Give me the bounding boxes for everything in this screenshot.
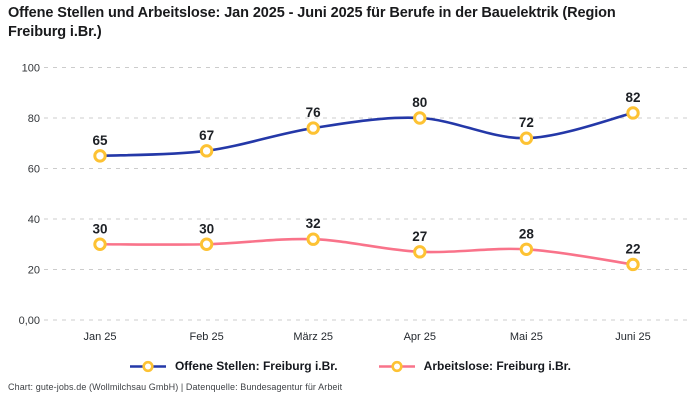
y-tick-label: 60 — [28, 164, 40, 176]
data-point-marker — [306, 232, 320, 246]
series-line-0 — [98, 111, 635, 158]
x-tick-label: Juni 25 — [615, 331, 650, 343]
data-point-label: 27 — [412, 229, 427, 244]
data-point-marker — [93, 237, 107, 251]
legend-swatch-icon — [129, 360, 166, 372]
legend-marker — [391, 360, 403, 372]
data-point-marker — [413, 245, 427, 259]
data-point-label: 28 — [519, 226, 535, 241]
data-point-label: 72 — [519, 115, 534, 130]
y-tick-label: 0,00 — [19, 315, 40, 327]
data-point-label: 80 — [412, 95, 427, 110]
data-point-marker — [199, 237, 214, 251]
legend-item-0[interactable]: Offene Stellen: Freiburg i.Br. — [129, 359, 338, 373]
data-point-label: 22 — [625, 241, 640, 256]
data-point-marker — [306, 121, 320, 135]
data-point-marker — [93, 149, 107, 163]
data-point-label: 65 — [92, 133, 108, 148]
data-point-label: 30 — [92, 221, 107, 236]
chart-legend: Offene Stellen: Freiburg i.Br. Arbeitslos… — [0, 355, 700, 377]
legend-swatch-icon — [378, 360, 415, 372]
data-point-label: 32 — [306, 216, 321, 231]
x-tick-label: Feb 25 — [189, 331, 223, 343]
line-chart: 0,00 20 40 60 80 100 Jan 25 Feb 25 März 25 Apr 25… — [19, 63, 690, 343]
y-tick-label: 80 — [28, 113, 40, 125]
data-point-marker — [519, 131, 534, 145]
x-tick-label: März 25 — [293, 331, 333, 343]
chart-title: Offene Stellen und Arbeitslose: Jan 2025… — [8, 5, 616, 41]
data-point-label: 30 — [199, 221, 214, 236]
legend-item-1[interactable]: Arbeitslose: Freiburg i.Br. — [378, 359, 571, 373]
y-tick-label: 100 — [22, 63, 40, 75]
x-tick-label: Apr 25 — [404, 331, 436, 343]
data-point-marker — [626, 106, 640, 120]
data-point-marker — [519, 242, 534, 257]
data-point-label: 82 — [625, 90, 640, 105]
data-point-label: 67 — [199, 128, 214, 143]
data-point-marker — [199, 144, 214, 158]
chart-credit: Chart: gute-jobs.de (Wollmilchsau GmbH) … — [8, 382, 343, 392]
data-point-marker — [413, 111, 427, 125]
x-tick-label: Jan 25 — [83, 331, 116, 343]
series-line-1 — [98, 237, 635, 266]
data-point-marker — [626, 257, 640, 272]
legend-label: Offene Stellen: Freiburg i.Br. — [174, 359, 338, 373]
data-point-label: 76 — [306, 105, 322, 120]
y-tick-label: 40 — [28, 214, 40, 226]
legend-marker — [142, 360, 154, 372]
legend-label: Arbeitslose: Freiburg i.Br. — [423, 359, 572, 373]
x-tick-label: Mai 25 — [510, 331, 543, 343]
y-tick-label: 20 — [28, 265, 40, 277]
